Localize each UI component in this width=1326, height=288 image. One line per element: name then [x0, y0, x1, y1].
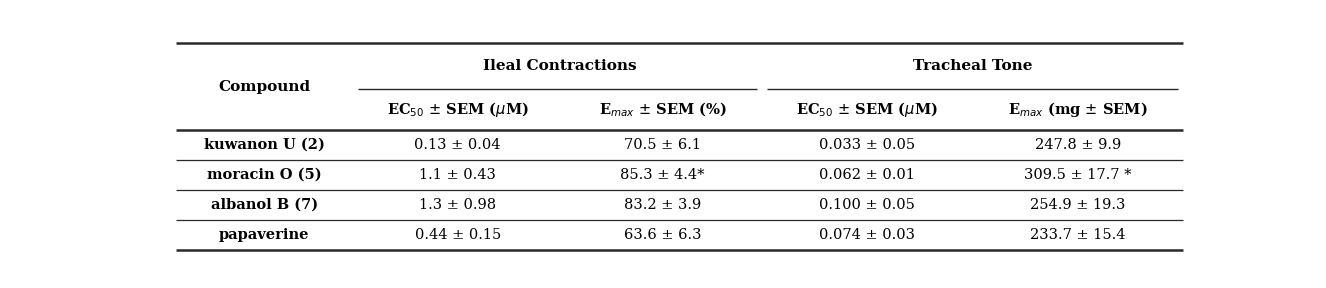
- Text: 233.7 ± 15.4: 233.7 ± 15.4: [1030, 228, 1126, 242]
- Text: 247.8 ± 9.9: 247.8 ± 9.9: [1034, 138, 1120, 152]
- Text: 0.100 ± 0.05: 0.100 ± 0.05: [819, 198, 915, 212]
- Text: Ileal Contractions: Ileal Contractions: [483, 59, 636, 73]
- Text: EC$_{50}$ $\pm$ SEM ($\mu$M): EC$_{50}$ $\pm$ SEM ($\mu$M): [797, 100, 939, 119]
- Text: Tracheal Tone: Tracheal Tone: [912, 59, 1033, 73]
- Text: E$_{max}$ (mg $\pm$ SEM): E$_{max}$ (mg $\pm$ SEM): [1008, 100, 1148, 119]
- Text: 0.062 ± 0.01: 0.062 ± 0.01: [819, 168, 915, 182]
- Text: albanol B (7): albanol B (7): [211, 198, 318, 212]
- Text: 254.9 ± 19.3: 254.9 ± 19.3: [1030, 198, 1126, 212]
- Text: 85.3 ± 4.4*: 85.3 ± 4.4*: [621, 168, 704, 182]
- Text: 1.3 ± 0.98: 1.3 ± 0.98: [419, 198, 496, 212]
- Text: 70.5 ± 6.1: 70.5 ± 6.1: [625, 138, 701, 152]
- Text: 1.1 ± 0.43: 1.1 ± 0.43: [419, 168, 496, 182]
- Text: 83.2 ± 3.9: 83.2 ± 3.9: [623, 198, 701, 212]
- Text: moracin O (5): moracin O (5): [207, 168, 321, 182]
- Text: Compound: Compound: [219, 80, 310, 94]
- Text: EC$_{50}$ $\pm$ SEM ($\mu$M): EC$_{50}$ $\pm$ SEM ($\mu$M): [387, 100, 529, 119]
- Text: E$_{max}$ $\pm$ SEM (%): E$_{max}$ $\pm$ SEM (%): [598, 100, 727, 119]
- Text: 0.44 ± 0.15: 0.44 ± 0.15: [415, 228, 501, 242]
- Text: 63.6 ± 6.3: 63.6 ± 6.3: [623, 228, 701, 242]
- Text: papaverine: papaverine: [219, 228, 309, 242]
- Text: 309.5 ± 17.7 *: 309.5 ± 17.7 *: [1024, 168, 1131, 182]
- Text: 0.033 ± 0.05: 0.033 ± 0.05: [819, 138, 915, 152]
- Text: 0.074 ± 0.03: 0.074 ± 0.03: [819, 228, 915, 242]
- Text: 0.13 ± 0.04: 0.13 ± 0.04: [415, 138, 501, 152]
- Text: kuwanon U (2): kuwanon U (2): [204, 138, 325, 152]
